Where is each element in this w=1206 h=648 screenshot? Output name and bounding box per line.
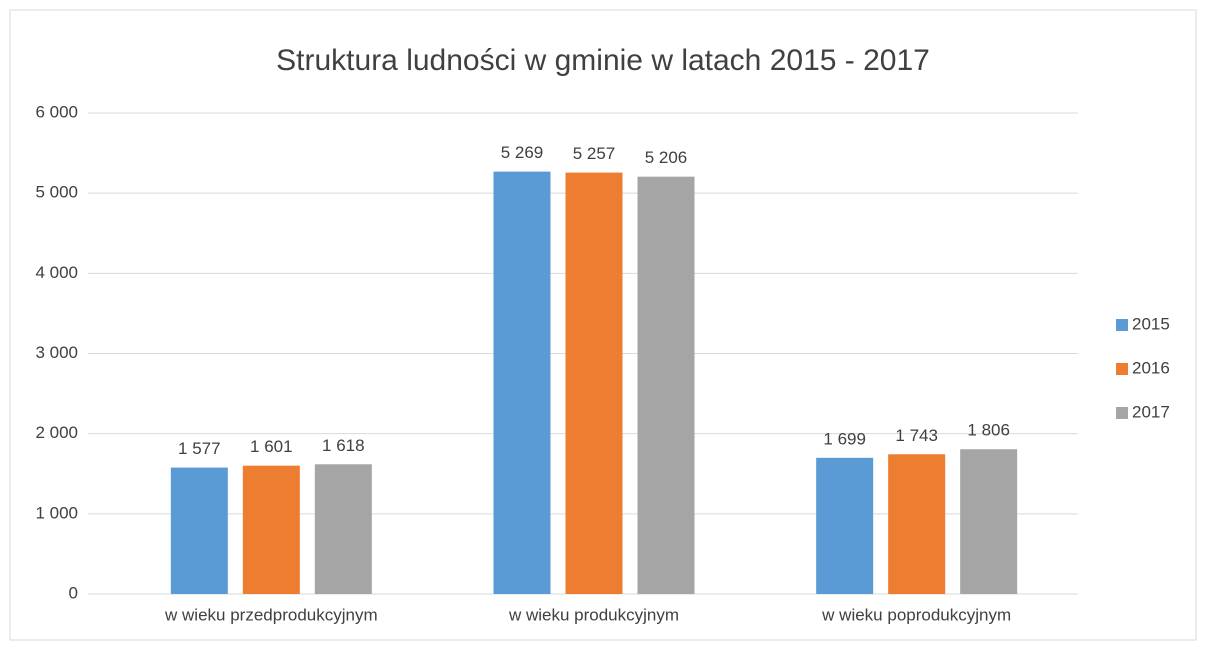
legend-label: 2015 [1132, 314, 1170, 333]
data-label: 5 206 [645, 148, 688, 167]
bar [242, 465, 300, 594]
y-tick-label: 0 [69, 583, 78, 602]
data-label: 5 269 [501, 143, 544, 162]
y-tick-label: 6 000 [35, 102, 78, 121]
legend-swatch [1116, 363, 1128, 375]
legend-label: 2017 [1132, 402, 1170, 421]
data-label: 1 618 [322, 436, 365, 455]
bar [888, 454, 946, 594]
y-tick-label: 1 000 [35, 503, 78, 522]
data-label: 1 743 [895, 426, 938, 445]
bar [637, 176, 695, 594]
x-tick-label: w wieku poprodukcyjnym [821, 605, 1011, 624]
data-label: 1 806 [967, 421, 1010, 440]
data-label: 5 257 [573, 144, 616, 163]
bar [816, 457, 874, 594]
chart-title: Struktura ludności w gminie w latach 201… [276, 44, 930, 77]
y-tick-label: 3 000 [35, 343, 78, 362]
bar [170, 467, 228, 594]
bar [493, 171, 551, 594]
bar [565, 172, 623, 594]
legend-label: 2016 [1132, 358, 1170, 377]
legend-swatch [1116, 407, 1128, 419]
bar [960, 449, 1018, 594]
y-tick-label: 2 000 [35, 423, 78, 442]
y-tick-label: 5 000 [35, 183, 78, 202]
x-tick-label: w wieku produkcyjnym [508, 605, 679, 624]
legend-swatch [1116, 319, 1128, 331]
y-tick-label: 4 000 [35, 263, 78, 282]
bar [314, 464, 372, 594]
data-label: 1 577 [178, 439, 221, 458]
data-label: 1 601 [250, 437, 293, 456]
x-tick-label: w wieku przedprodukcyjnym [164, 605, 378, 624]
data-label: 1 699 [823, 429, 866, 448]
